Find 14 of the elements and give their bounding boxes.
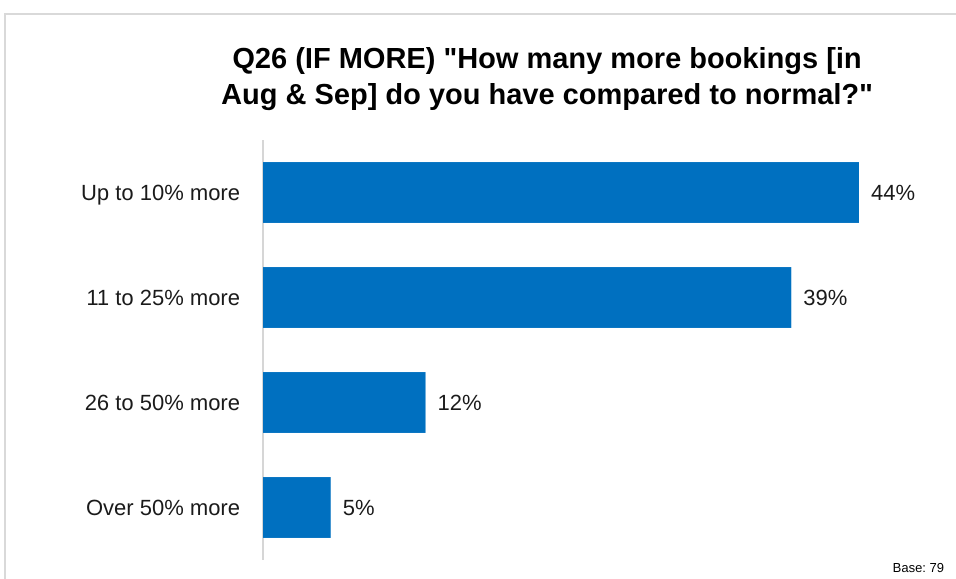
bar bbox=[263, 372, 426, 433]
y-tick-label: Over 50% more bbox=[86, 495, 240, 520]
y-tick-label: 11 to 25% more bbox=[86, 285, 240, 310]
text: Base: 79 bbox=[892, 560, 944, 575]
bar bbox=[263, 477, 331, 538]
chart-title: Q26 (IF MORE) "How many more bookings [in Aug & Sep] do you have compared to normal?" bbox=[221, 43, 873, 111]
y-tick-label: 26 to 50% more bbox=[84, 390, 240, 415]
data-label: 39% bbox=[803, 285, 848, 310]
y-tick-label: Up to 10% more bbox=[81, 180, 240, 205]
data-label: 12% bbox=[438, 390, 482, 415]
bar bbox=[263, 162, 859, 223]
data-label: 5% bbox=[342, 495, 375, 520]
bar bbox=[263, 267, 792, 328]
data-label: 44% bbox=[871, 180, 916, 205]
